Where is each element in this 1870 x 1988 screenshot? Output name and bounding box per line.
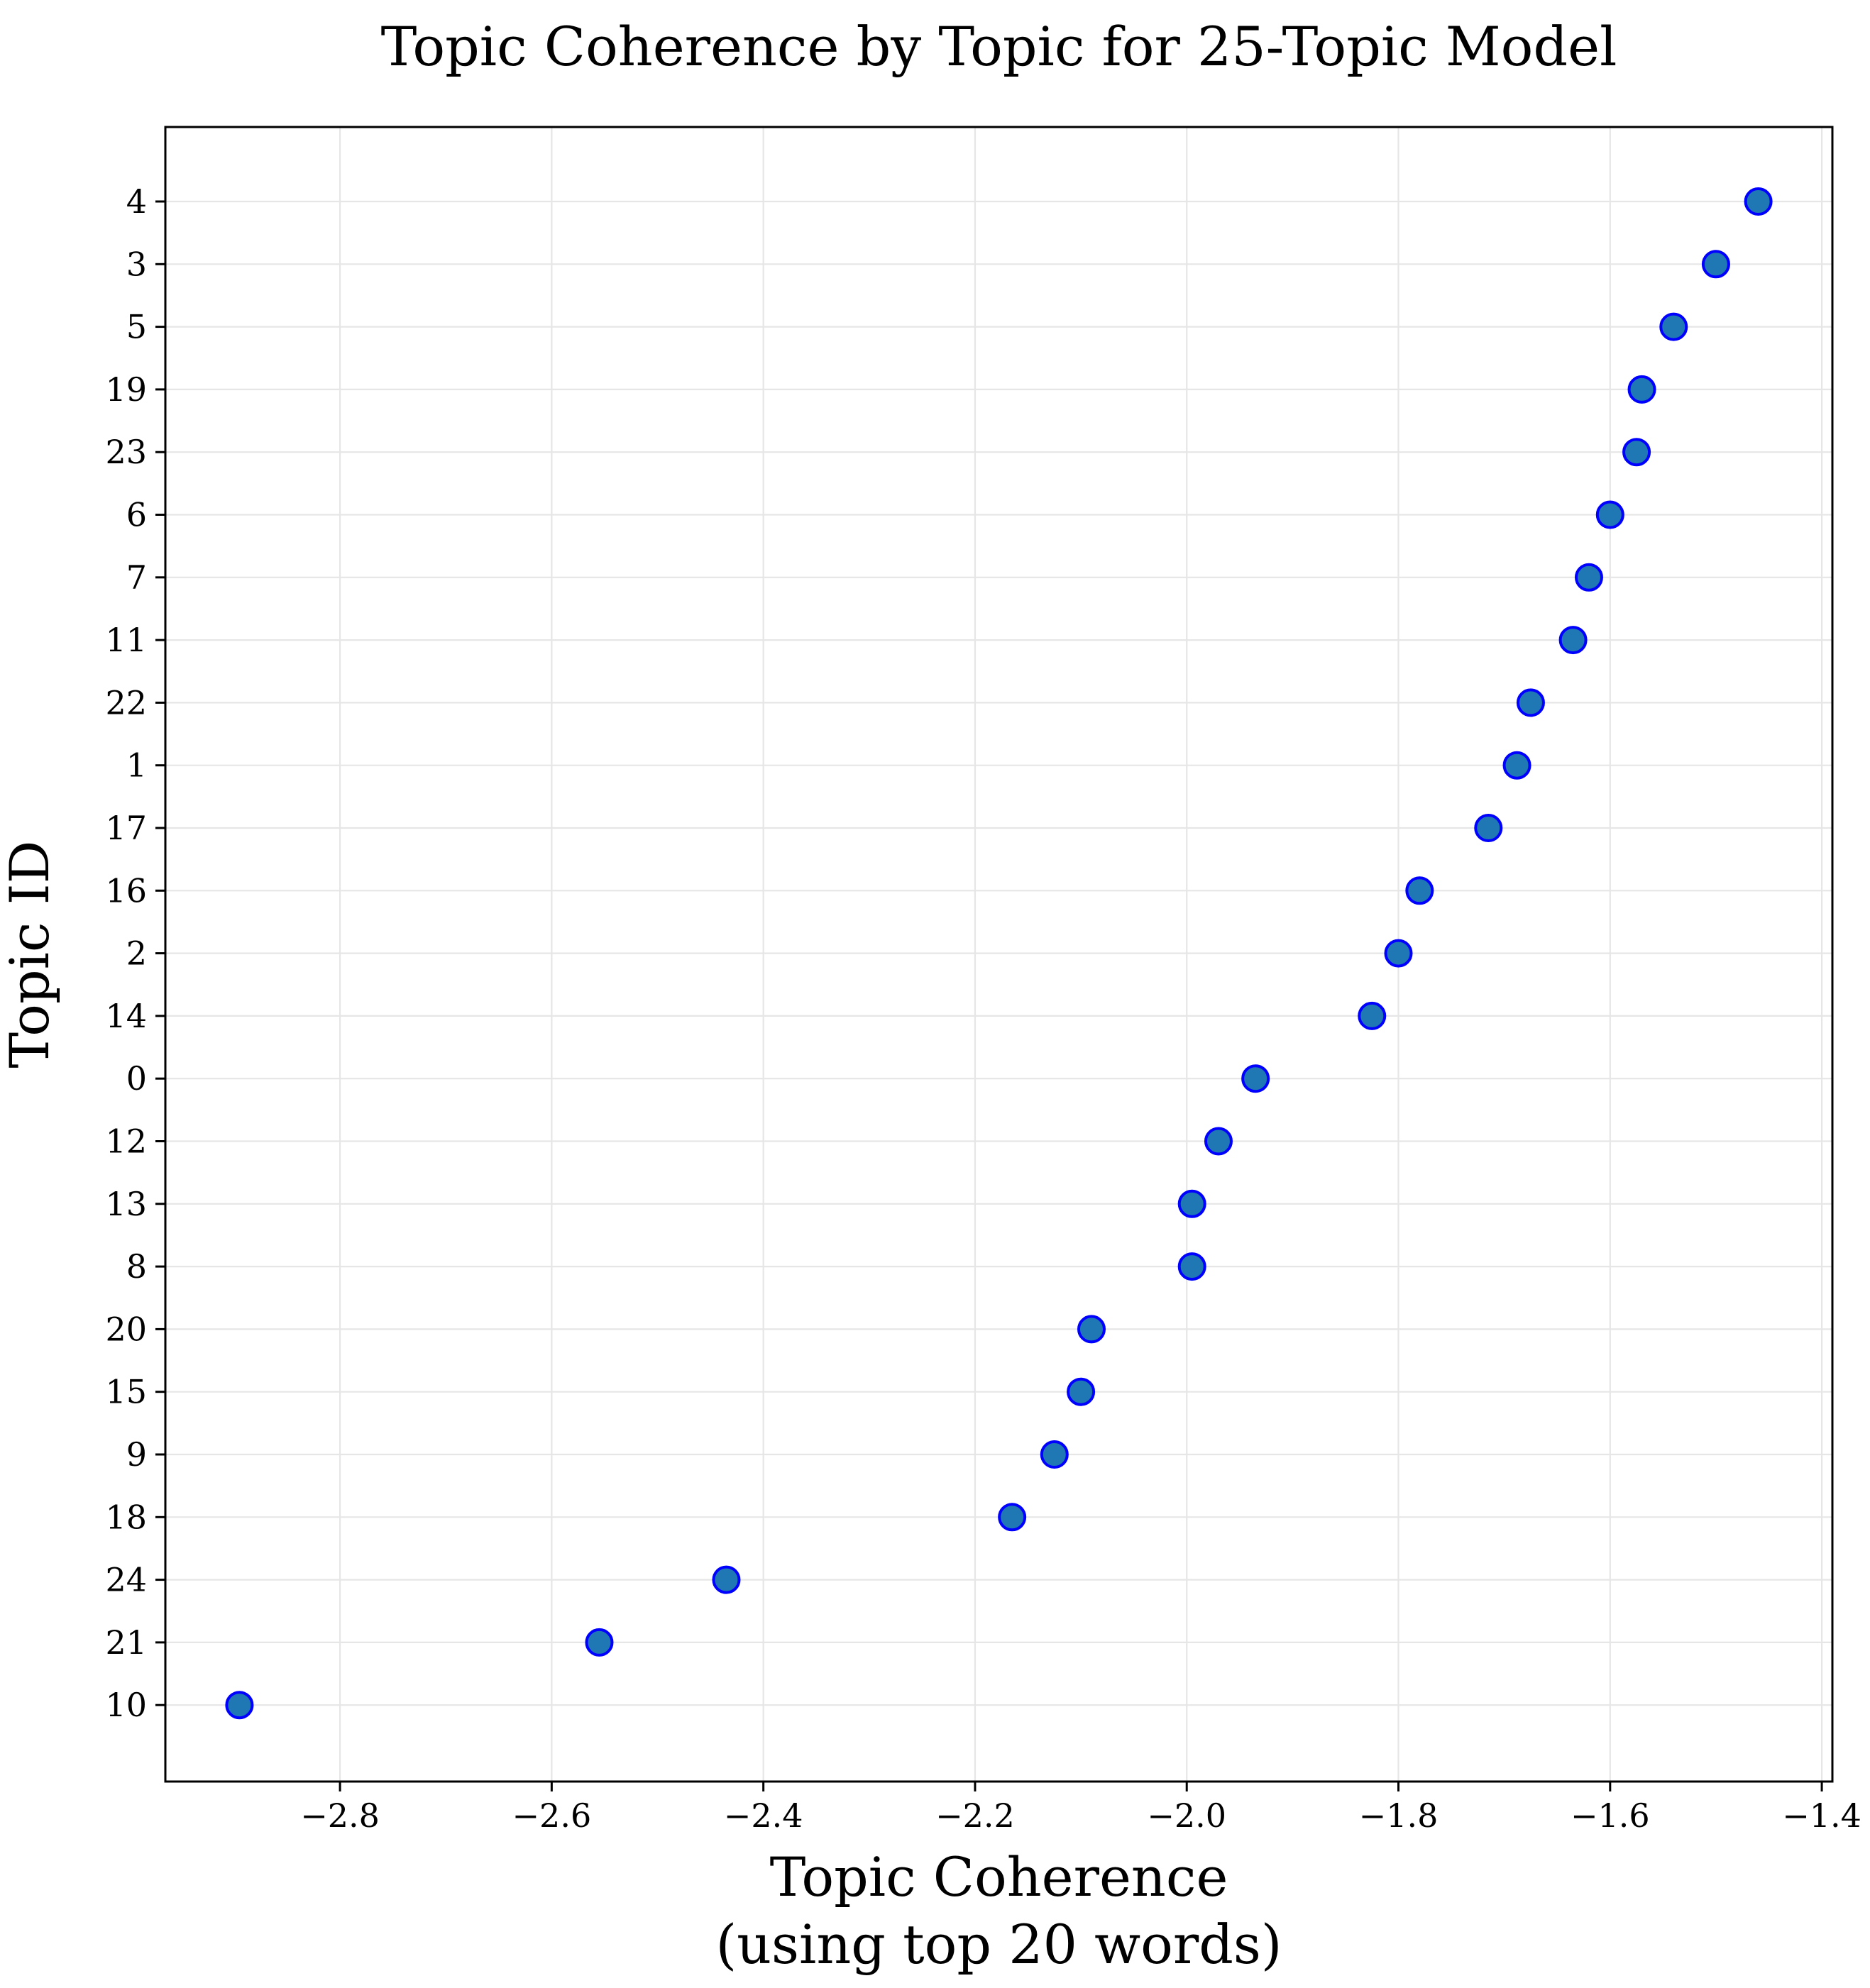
y-tick-label: 5 <box>126 308 147 346</box>
x-tick-label: −2.6 <box>512 1796 592 1835</box>
x-tick-label: −2.2 <box>935 1796 1015 1835</box>
y-tick-label: 20 <box>105 1310 147 1348</box>
x-tick-label: −1.6 <box>1571 1796 1650 1835</box>
data-point <box>585 1628 614 1657</box>
y-tick-label: 6 <box>126 496 147 534</box>
y-tick-label: 24 <box>105 1561 147 1599</box>
data-point <box>1177 1189 1206 1218</box>
y-tick-label: 14 <box>105 997 147 1035</box>
data-point <box>1744 187 1773 216</box>
plot-frame <box>164 126 1834 1783</box>
x-tick-label: −2.0 <box>1147 1796 1226 1835</box>
y-tick-label: 8 <box>126 1247 147 1286</box>
y-tick-label: 2 <box>126 934 147 973</box>
data-point <box>1177 1252 1206 1281</box>
y-tick-label: 17 <box>105 809 147 847</box>
y-tick-label: 18 <box>105 1498 147 1536</box>
y-tick-label: 15 <box>105 1373 147 1411</box>
x-tick-label: −1.8 <box>1359 1796 1439 1835</box>
data-point <box>1405 876 1434 905</box>
data-point <box>1204 1127 1233 1156</box>
data-point <box>1502 751 1531 780</box>
y-tick-label: 16 <box>105 871 147 910</box>
data-point <box>712 1565 741 1594</box>
data-point <box>1701 250 1730 279</box>
y-tick-label: 3 <box>126 245 147 283</box>
x-axis-label-line-2: (using top 20 words) <box>715 1913 1282 1976</box>
y-tick-label: 10 <box>105 1686 147 1724</box>
data-point <box>1040 1440 1069 1469</box>
x-tick-label: −2.4 <box>724 1796 803 1835</box>
data-point <box>1595 500 1624 529</box>
x-axis-label-line-1: Topic Coherence <box>770 1845 1228 1909</box>
y-tick-label: 0 <box>126 1059 147 1098</box>
data-point <box>1067 1377 1096 1406</box>
data-point <box>1358 1001 1387 1030</box>
data-point <box>1241 1064 1270 1093</box>
y-tick-label: 23 <box>105 433 147 471</box>
y-tick-label: 7 <box>126 558 147 597</box>
y-tick-label: 4 <box>126 182 147 221</box>
data-point <box>1077 1315 1106 1344</box>
x-axis-ticks: −2.8 −2.6 −2.4 −2.2 −2.0 −1.8 −1.6 −1.4 <box>300 1782 1861 1835</box>
y-tick-label: 12 <box>105 1122 147 1161</box>
x-tick-label: −2.8 <box>300 1796 380 1835</box>
data-point <box>1659 312 1688 341</box>
data-point <box>1474 814 1503 842</box>
y-gridlines <box>165 200 1832 1706</box>
data-point <box>1622 438 1651 467</box>
data-point <box>998 1503 1027 1532</box>
chart-title: Topic Coherence by Topic for 25-Topic Mo… <box>381 15 1617 78</box>
data-point <box>225 1691 254 1720</box>
data-point <box>1384 939 1413 968</box>
y-tick-label: 21 <box>105 1623 147 1662</box>
x-tick-label: −1.4 <box>1782 1796 1861 1835</box>
y-tick-label: 22 <box>105 683 147 722</box>
y-tick-label: 9 <box>126 1435 147 1474</box>
y-tick-label: 19 <box>105 370 147 409</box>
y-tick-label: 1 <box>126 746 147 785</box>
y-axis-label: Topic ID <box>0 840 61 1068</box>
y-axis-ticks: 4 3 5 19 23 6 7 11 22 1 17 16 2 14 0 12 13 8 20 15 9 18 24 21 10 <box>105 182 165 1724</box>
y-tick-label: 11 <box>105 621 147 659</box>
data-point <box>1574 563 1603 592</box>
y-tick-label: 13 <box>105 1185 147 1223</box>
data-point <box>1627 375 1656 404</box>
data-point <box>1516 688 1545 717</box>
data-points <box>225 187 1773 1720</box>
data-point <box>1558 626 1588 655</box>
